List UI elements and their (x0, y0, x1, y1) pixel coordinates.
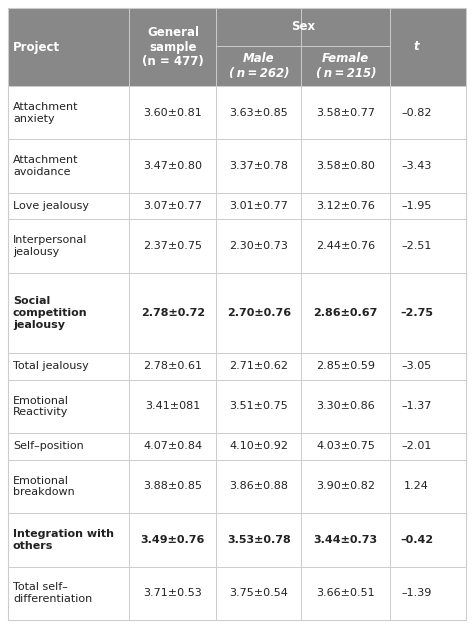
Text: Total self–
differentiation: Total self– differentiation (13, 583, 92, 604)
Text: 3.49±0.76: 3.49±0.76 (141, 535, 205, 545)
Text: Love jealousy: Love jealousy (13, 201, 89, 211)
Text: 3.58±0.77: 3.58±0.77 (316, 107, 375, 117)
Text: Self–position: Self–position (13, 441, 84, 452)
Text: 3.86±0.88: 3.86±0.88 (229, 482, 288, 492)
Text: –3.43: –3.43 (401, 161, 432, 171)
Text: 3.75±0.54: 3.75±0.54 (229, 588, 288, 598)
Text: Male
( n = 262): Male ( n = 262) (228, 52, 289, 80)
Text: 3.37±0.78: 3.37±0.78 (229, 161, 288, 171)
Text: 1.24: 1.24 (404, 482, 429, 492)
Text: Interpersonal
jealousy: Interpersonal jealousy (13, 236, 87, 257)
Text: Female
( n = 215): Female ( n = 215) (316, 52, 376, 80)
Text: 2.78±0.72: 2.78±0.72 (141, 308, 205, 318)
Text: 3.51±0.75: 3.51±0.75 (229, 401, 288, 411)
Text: 2.44±0.76: 2.44±0.76 (316, 241, 375, 251)
Text: 2.78±0.61: 2.78±0.61 (143, 361, 202, 371)
Text: Attachment
anxiety: Attachment anxiety (13, 102, 79, 124)
Text: –0.82: –0.82 (401, 107, 432, 117)
Text: 3.71±0.53: 3.71±0.53 (144, 588, 202, 598)
Text: 4.10±0.92: 4.10±0.92 (229, 441, 288, 452)
Text: 2.70±0.76: 2.70±0.76 (227, 308, 291, 318)
Text: –2.51: –2.51 (401, 241, 432, 251)
Text: –1.39: –1.39 (401, 588, 432, 598)
Bar (8, 8, 466, 46)
Text: 2.37±0.75: 2.37±0.75 (143, 241, 202, 251)
Text: 3.60±0.81: 3.60±0.81 (144, 107, 202, 117)
Text: 3.12±0.76: 3.12±0.76 (316, 201, 375, 211)
Text: Integration with
others: Integration with others (13, 529, 114, 551)
Text: Sex: Sex (292, 21, 316, 33)
Text: 3.88±0.85: 3.88±0.85 (143, 482, 202, 492)
Text: –1.37: –1.37 (401, 401, 432, 411)
Text: Social
competition
jealousy: Social competition jealousy (13, 296, 88, 330)
Text: 3.30±0.86: 3.30±0.86 (317, 401, 375, 411)
Text: –1.95: –1.95 (401, 201, 432, 211)
Text: Emotional
Reactivity: Emotional Reactivity (13, 396, 69, 417)
Bar (8, 86, 466, 620)
Text: 3.53±0.78: 3.53±0.78 (227, 535, 291, 545)
Text: –0.42: –0.42 (400, 535, 433, 545)
Text: Project: Project (13, 40, 60, 53)
Text: 4.03±0.75: 4.03±0.75 (316, 441, 375, 452)
Text: 3.63±0.85: 3.63±0.85 (229, 107, 288, 117)
Text: 3.58±0.80: 3.58±0.80 (316, 161, 375, 171)
Text: 2.86±0.67: 2.86±0.67 (314, 308, 378, 318)
Text: 3.44±0.73: 3.44±0.73 (314, 535, 378, 545)
Text: 2.85±0.59: 2.85±0.59 (316, 361, 375, 371)
Text: 2.30±0.73: 2.30±0.73 (229, 241, 288, 251)
Text: 3.41±081: 3.41±081 (145, 401, 201, 411)
Text: 3.01±0.77: 3.01±0.77 (229, 201, 288, 211)
Text: Attachment
avoidance: Attachment avoidance (13, 155, 79, 177)
Text: t: t (414, 40, 419, 53)
Text: –2.01: –2.01 (401, 441, 432, 452)
Bar (8, 46, 466, 86)
Text: Emotional
breakdown: Emotional breakdown (13, 475, 75, 497)
Text: 3.66±0.51: 3.66±0.51 (317, 588, 375, 598)
Text: 3.90±0.82: 3.90±0.82 (316, 482, 375, 492)
Text: 2.71±0.62: 2.71±0.62 (229, 361, 288, 371)
Text: 4.07±0.84: 4.07±0.84 (143, 441, 202, 452)
Text: 3.07±0.77: 3.07±0.77 (143, 201, 202, 211)
Text: –2.75: –2.75 (400, 308, 433, 318)
Text: –3.05: –3.05 (401, 361, 432, 371)
Text: 3.47±0.80: 3.47±0.80 (143, 161, 202, 171)
Text: Total jealousy: Total jealousy (13, 361, 89, 371)
Text: General
sample
(n = 477): General sample (n = 477) (142, 26, 204, 68)
